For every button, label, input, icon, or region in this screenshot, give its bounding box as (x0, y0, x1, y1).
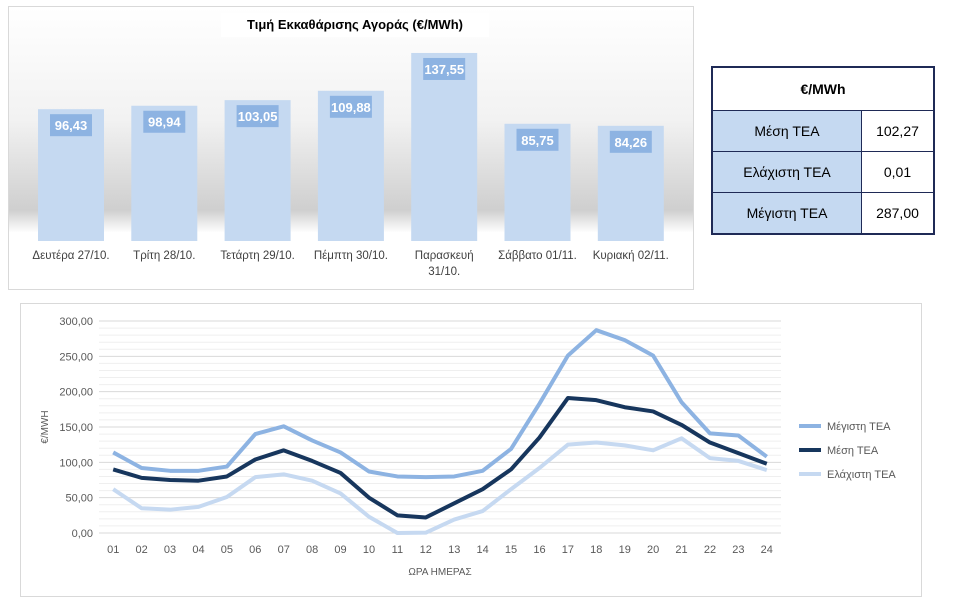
category-label: Δευτέρα 27/10. (32, 250, 109, 262)
category-label: Τετάρτη 29/10. (220, 250, 294, 262)
x-tick-label: 12 (420, 544, 432, 556)
daily-price-bar-chart: 96,43 Δευτέρα 27/10. 98,94 Τρίτη 28/10. 103,… (8, 6, 694, 290)
series-line-2 (112, 436, 768, 535)
x-tick-label: 15 (505, 544, 517, 556)
data-label: 137,55 (424, 62, 464, 77)
y-axis-title: €/MWH (40, 410, 51, 443)
x-tick-label: 23 (732, 544, 744, 556)
x-tick-label: 11 (392, 544, 403, 556)
data-label-box (516, 128, 559, 151)
x-tick-label: 04 (192, 544, 204, 556)
data-label-box (236, 105, 279, 128)
legend-label: Μέγιστη ΤΕΑ (827, 421, 891, 433)
y-tick-label: 0,00 (72, 528, 93, 540)
row-value: 102,27 (861, 110, 935, 152)
row-label: Μέγιστη ΤΕΑ (711, 192, 862, 235)
data-label-box (609, 130, 652, 153)
table-header: €/MWh (711, 66, 935, 111)
category-label: Κυριακή 02/11. (593, 250, 669, 262)
legend-label: Μέση ΤΕΑ (827, 445, 879, 457)
category-label: Τρίτη 28/10. (133, 250, 195, 262)
series-line-0 (112, 328, 768, 480)
x-tick-label: 07 (278, 544, 290, 556)
data-label-box (50, 114, 92, 137)
y-tick-label: 100,00 (59, 457, 93, 469)
data-label-box (423, 57, 466, 80)
x-tick-label: 16 (533, 544, 545, 556)
y-tick-label: 150,00 (59, 422, 93, 434)
bar-chart-svg: 96,43 Δευτέρα 27/10. 98,94 Τρίτη 28/10. 103,… (32, 52, 669, 278)
y-tick-label: 250,00 (59, 351, 93, 363)
table-row: Μέγιστη ΤΕΑ 287,00 (711, 192, 935, 235)
data-label: 85,75 (521, 133, 554, 148)
x-tick-label: 24 (761, 544, 773, 556)
x-tick-label: 14 (477, 544, 489, 556)
bar-chart-title: Τιμή Εκκαθάρισης Αγοράς (€/MWh) (221, 13, 489, 37)
x-tick-label: 05 (221, 544, 233, 556)
x-tick-label: 20 (647, 544, 659, 556)
table-row: Μέση ΤΕΑ 102,27 (711, 110, 935, 152)
x-tick-label: 17 (562, 544, 574, 556)
data-label: 96,43 (55, 118, 88, 133)
category-label: Παρασκευή (415, 250, 474, 262)
legend-label: Ελάχιστη ΤΕΑ (827, 469, 896, 481)
data-label: 103,05 (238, 109, 278, 124)
x-tick-label: 03 (164, 544, 176, 556)
data-label-box (143, 110, 186, 133)
data-label-box (329, 95, 372, 118)
series-line-1 (112, 396, 768, 520)
row-label: Ελάχιστη ΤΕΑ (711, 151, 862, 193)
category-label: Πέμπτη 30/10. (314, 250, 388, 262)
y-tick-label: 300,00 (59, 316, 93, 328)
bar (411, 52, 478, 242)
x-tick-label: 21 (675, 544, 687, 556)
row-label: Μέση ΤΕΑ (711, 110, 862, 152)
line-chart-svg: 0,00 50,00 100,00 150,00 200,00 250,00 300,00 0… (40, 316, 896, 578)
x-tick-label: 18 (590, 544, 602, 556)
y-tick-label: 50,00 (65, 493, 93, 505)
x-tick-label: 06 (249, 544, 261, 556)
x-tick-label: 09 (334, 544, 346, 556)
row-value: 287,00 (861, 192, 935, 235)
x-tick-label: 10 (363, 544, 375, 556)
data-label: 98,94 (148, 115, 181, 130)
row-value: 0,01 (861, 151, 935, 193)
category-label: Σάββατο 01/11. (498, 250, 577, 262)
data-label: 109,88 (331, 100, 371, 115)
table-row: Ελάχιστη ΤΕΑ 0,01 (711, 151, 935, 193)
category-label: 31/10. (428, 266, 460, 278)
x-tick-label: 08 (306, 544, 318, 556)
x-tick-label: 19 (619, 544, 631, 556)
x-tick-label: 13 (448, 544, 460, 556)
x-tick-label: 01 (107, 544, 119, 556)
data-label: 84,26 (615, 135, 648, 150)
price-summary-table: €/MWh Μέση ΤΕΑ 102,27 Ελάχιστη ΤΕΑ 0,01 Μέ… (711, 66, 935, 235)
x-tick-label: 02 (136, 544, 148, 556)
y-tick-label: 200,00 (59, 387, 93, 399)
x-axis-title: ΩΡΑ ΗΜΕΡΑΣ (408, 567, 471, 578)
hourly-price-line-chart: 0,00 50,00 100,00 150,00 200,00 250,00 300,00 0… (20, 303, 922, 597)
x-tick-label: 22 (704, 544, 716, 556)
